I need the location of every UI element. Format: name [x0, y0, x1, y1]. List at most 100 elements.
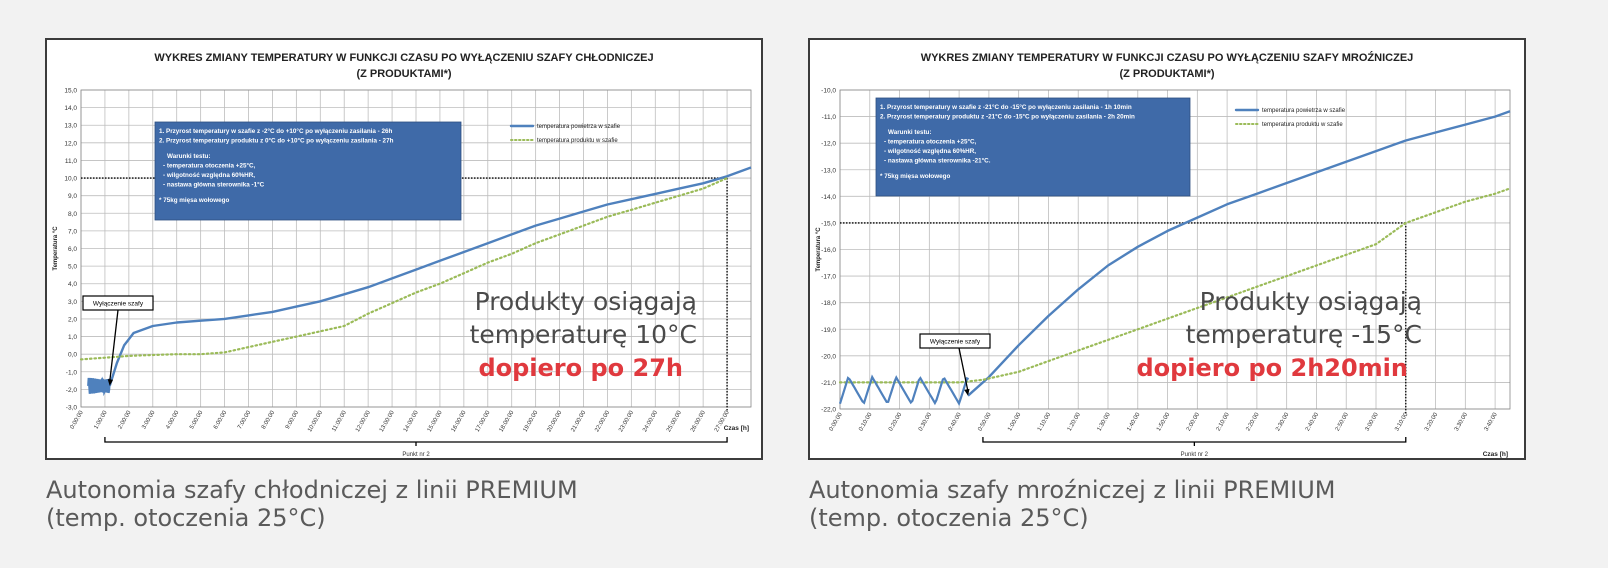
x-tick-label: 19:00:00	[522, 409, 539, 433]
x-tick-label: 1:20:00	[1067, 411, 1083, 432]
x-tick-label: 12:00:00	[355, 409, 372, 433]
info-box-line: - temperatura otoczenia +25°C,	[884, 138, 977, 146]
info-box-line: 1. Przyrost temperatury w szafie z -2°C …	[159, 127, 393, 135]
info-box-line: - wilgotność względna 60%HR,	[884, 148, 976, 155]
overlay-line3: dopiero po 27h	[478, 354, 683, 382]
x-tick-label: 2:20:00	[1245, 411, 1261, 432]
legend-entry: temperatura produktu w szafie	[1262, 122, 1343, 128]
shutdown-arrow-shaft	[109, 309, 119, 382]
x-tick-label: 1:00:00	[93, 409, 109, 430]
x-tick-label: 8:00:00	[261, 409, 277, 430]
air-temperature-line	[967, 110, 1511, 397]
shutdown-callout-label: Wyłączenie szafy	[930, 339, 981, 346]
y-tick-label: -12,0	[821, 141, 836, 148]
air-temperature-cycling-line	[87, 376, 111, 397]
y-tick-label: -16,0	[821, 247, 836, 254]
plot-area	[80, 89, 752, 408]
x-tick-label: 0:10:00	[858, 411, 874, 432]
x-tick-label: 0:00:00	[70, 409, 86, 430]
chart-panel-cooler: WYKRES ZMIANY TEMPERATURY W FUNKCJI CZAS…	[45, 38, 763, 460]
x-tick-label: 2:10:00	[1216, 411, 1232, 432]
x-tick-label: 0:30:00	[918, 411, 934, 432]
info-box	[875, 97, 1191, 197]
info-box-line: - nastawa główna sterownika -1°C	[163, 181, 265, 189]
overlay-line3: dopiero po 2h20min	[1136, 354, 1408, 382]
y-tick-label: 3,0	[68, 299, 77, 306]
y-tick-label: -11,0	[822, 114, 837, 121]
y-tick-label: 9,0	[68, 193, 77, 200]
x-tick-label: 1:00:00	[1007, 411, 1023, 432]
caption-line1: Autonomia szafy chłodniczej z linii PREM…	[46, 476, 578, 504]
x-tick-label: 1:50:00	[1156, 411, 1172, 432]
chart-subtitle: (Z PRODUKTAMI*)	[356, 68, 451, 80]
x-tick-label: 0:20:00	[888, 411, 904, 432]
x-tick-label: 23:00:00	[618, 409, 635, 433]
y-tick-label: 6,0	[68, 246, 77, 253]
y-tick-label: -2,0	[66, 387, 78, 394]
time-bracket	[104, 437, 728, 446]
bracket-label: Punkt nr 2	[402, 452, 430, 458]
x-tick-label: 10:00:00	[307, 409, 324, 433]
bracket-label: Punkt nr 2	[1181, 452, 1209, 458]
info-box-line: - wilgotność względna 60%HR,	[163, 172, 255, 179]
info-box-line: - nastawa główna sterownika -21°C.	[884, 157, 991, 165]
product-temperature-line	[838, 187, 1512, 384]
y-tick-label: -3,0	[66, 405, 78, 412]
chart-title: WYKRES ZMIANY TEMPERATURY W FUNKCJI CZAS…	[154, 52, 653, 64]
x-tick-label: 17:00:00	[475, 409, 492, 433]
info-box-line: Warunki testu:	[167, 153, 211, 160]
shutdown-callout-box	[919, 333, 991, 349]
info-box-line: * 75kg mięsa wołowego	[159, 197, 229, 204]
y-tick-label: -20,0	[821, 353, 836, 360]
y-tick-label: -19,0	[821, 327, 836, 334]
y-tick-label: -22,0	[821, 407, 836, 414]
shutdown-callout-label: Wyłączenie szafy	[93, 301, 144, 308]
caption-line2: (temp. otoczenia 25°C)	[46, 504, 326, 532]
x-axis-label: Czas [h]	[1483, 451, 1508, 458]
chart-title: WYKRES ZMIANY TEMPERATURY W FUNKCJI CZAS…	[921, 51, 1414, 64]
caption-cooler: Autonomia szafy chłodniczej z linii PREM…	[46, 476, 766, 532]
y-tick-label: 14,0	[64, 105, 77, 112]
y-tick-label: 5,0	[68, 264, 77, 271]
info-box-line: Warunki testu:	[888, 129, 932, 136]
x-tick-label: 3:20:00	[1424, 411, 1440, 432]
x-tick-label: 0:40:00	[948, 411, 964, 432]
x-tick-label: 2:40:00	[1305, 411, 1321, 432]
y-tick-label: -13,0	[821, 167, 836, 174]
x-tick-label: 4:00:00	[165, 409, 181, 430]
x-tick-label: 0:50:00	[977, 411, 993, 432]
info-box-line: 2. Przyrost temperatury produktu z -21°C…	[880, 113, 1135, 121]
overlay-line2: temperaturę -15°C	[1186, 320, 1422, 349]
x-tick-label: 18:00:00	[499, 409, 516, 433]
chart-subtitle: (Z PRODUKTAMI*)	[1119, 68, 1214, 80]
overlay-line1: Produkty osiągają	[1200, 287, 1422, 316]
legend-entry: temperatura powietrza w szafie	[1262, 108, 1346, 114]
time-bracket	[982, 437, 1407, 446]
info-box-line: 1. Przyrost temperatury w szafie z -21°C…	[880, 103, 1132, 111]
x-tick-label: 16:00:00	[451, 409, 468, 433]
y-tick-label: -18,0	[821, 300, 836, 307]
y-tick-label: -1,0	[66, 369, 78, 376]
y-tick-label: -14,0	[821, 194, 836, 201]
x-tick-label: 5:00:00	[189, 409, 205, 430]
x-tick-label: 3:30:00	[1454, 411, 1470, 432]
x-tick-label: 3:00:00	[1365, 411, 1381, 432]
x-tick-label: 2:30:00	[1275, 411, 1291, 432]
x-tick-label: 1:30:00	[1097, 411, 1113, 432]
caption-line1: Autonomia szafy mroźniczej z linii PREMI…	[809, 476, 1336, 504]
legend-entry: temperatura produktu w szafie	[537, 138, 618, 144]
overlay-line1: Produkty osiągają	[475, 287, 697, 316]
x-tick-label: 7:00:00	[237, 409, 253, 430]
info-box	[154, 121, 462, 221]
cooler-temperature-chart: WYKRES ZMIANY TEMPERATURY W FUNKCJI CZAS…	[53, 52, 752, 458]
x-tick-label: 22:00:00	[594, 409, 611, 433]
x-tick-label: 15:00:00	[427, 409, 444, 433]
chart-panel-freezer: WYKRES ZMIANY TEMPERATURY W FUNKCJI CZAS…	[808, 38, 1526, 460]
x-tick-label: 3:00:00	[141, 409, 157, 430]
y-tick-label: -21,0	[821, 380, 836, 387]
y-tick-label: 1,0	[68, 334, 77, 341]
y-tick-label: 15,0	[64, 88, 77, 95]
y-tick-label: 4,0	[68, 281, 77, 288]
air-temperature-cycling-line	[838, 374, 970, 407]
caption-freezer: Autonomia szafy mroźniczej z linii PREMI…	[809, 476, 1529, 532]
